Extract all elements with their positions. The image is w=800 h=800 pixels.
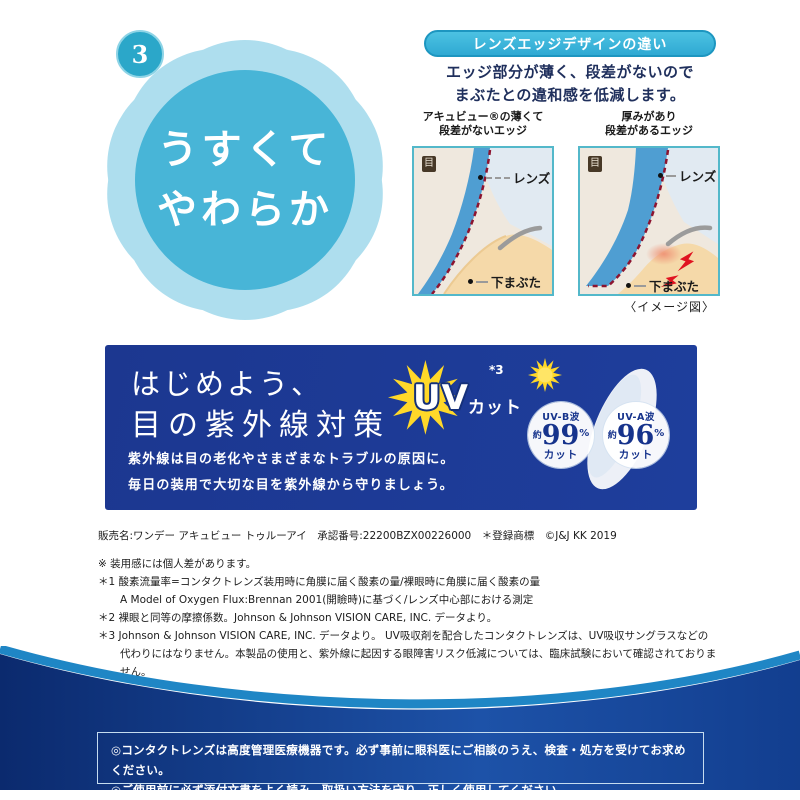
eye-kanji-icon: 目 xyxy=(422,156,436,172)
uva-percent-value: 96 xyxy=(616,419,655,451)
thick-edge-diagram: 目 レンズ 下まぶた xyxy=(578,146,720,296)
uv-headline-line1: はじめよう、 xyxy=(131,367,324,401)
feature-number-badge: 3 xyxy=(116,30,164,78)
uv-protection-banner: はじめよう、 目の紫外線対策 紫外線は目の老化やさまざまなトラブルの原因に。 毎… xyxy=(105,345,697,510)
thin-edge-illustration xyxy=(414,148,552,294)
product-approval-line: 販売名:ワンデー アキュビュー トゥルーアイ 承認番号:22200BZX0022… xyxy=(98,530,617,542)
medical-warning-box: ◎コンタクトレンズは高度管理医療機器です。必ず事前に眼科医にご相談のうえ、検査・… xyxy=(97,732,704,797)
eyelid-pointer: 下まぶた xyxy=(468,272,541,291)
uvb-approx: 約 xyxy=(532,430,542,441)
sun-icon xyxy=(528,358,562,392)
lens-pointer: レンズ xyxy=(478,168,550,187)
warning-line2: ◎ご使用前に必ず添付文書をよく読み、取扱い方法を守り、正しく使用してください。 xyxy=(111,783,569,797)
eyelid-label: 下まぶた xyxy=(491,275,542,290)
flower-shape-graphic xyxy=(107,40,383,320)
pointer-line xyxy=(666,174,676,177)
image-note-caption: 〈イメージ図〉 xyxy=(624,300,715,314)
edge-description-line1: エッジ部分が薄く、段差がないので xyxy=(445,63,694,81)
edge-description: エッジ部分が薄く、段差がないので まぶたとの違和感を低減します。 xyxy=(420,61,720,107)
pointer-dot xyxy=(658,173,663,178)
uvb-percent-sign: % xyxy=(579,428,590,439)
thick-edge-label-line1: 厚みがあり xyxy=(621,110,677,123)
legal-note-1b: A Model of Oxygen Flux:Brennan 2001(開瞼時)… xyxy=(120,594,534,606)
uv-body-line1: 紫外線は目の老化やさまざまなトラブルの原因に。 xyxy=(128,452,455,467)
uva-cut-badge: UV-A波 約 96 % カット xyxy=(603,402,669,468)
pointer-dot xyxy=(478,175,483,180)
legal-note-2: ＊2 裸眼と同等の摩擦係数。Johnson & Johnson VISION C… xyxy=(98,612,498,624)
warning-line1: ◎コンタクトレンズは高度管理医療機器です。必ず事前に眼科医にご相談のうえ、検査・… xyxy=(111,743,686,777)
legal-notes: 販売名:ワンデー アキュビュー トゥルーアイ 承認番号:22200BZX0022… xyxy=(98,527,718,681)
edge-description-line2: まぶたとの違和感を低減します。 xyxy=(454,86,686,104)
uva-wave-label: UV-A波 xyxy=(617,412,655,423)
feature-title-line2: やわらか xyxy=(157,186,333,233)
lens-label: レンズ xyxy=(513,171,551,186)
pointer-line xyxy=(476,280,488,283)
edge-section-header: レンズエッジデザインの違い xyxy=(424,30,716,57)
footer-wave-background xyxy=(0,646,800,790)
eyelid-pointer: 下まぶた xyxy=(626,276,700,294)
uvb-wave-label: UV-B波 xyxy=(542,412,580,423)
legal-note-1: ＊1 酸素流量率=コンタクトレンズ装用時に角膜に届く酸素の量/裸眼時に角膜に届く… xyxy=(98,576,541,588)
eye-kanji-icon: 目 xyxy=(588,156,602,172)
pointer-dot xyxy=(626,283,631,288)
uv-cut-logo-suffix: カット xyxy=(468,398,522,418)
uvb-cut-badge: UV-B波 約 99 % カット xyxy=(528,402,594,468)
acuvue-edge-label-line1: アキュビュー®の薄くて xyxy=(422,110,544,123)
thin-edge-diagram: 目 レンズ 下まぶた xyxy=(412,146,554,296)
pointer-line xyxy=(634,284,646,287)
thick-edge-illustration xyxy=(580,148,718,294)
acuvue-edge-label: アキュビュー®の薄くて 段差がないエッジ xyxy=(402,110,564,138)
feature-title: うすくて やわらか xyxy=(105,40,385,320)
uvb-cut-label: カット xyxy=(543,449,579,461)
legal-note-3: ＊3 Johnson & Johnson VISION CARE, INC. デ… xyxy=(98,630,709,642)
eyelid-label: 下まぶた xyxy=(649,279,700,294)
uv-body-line2: 毎日の装用で大切な目を紫外線から守りましょう。 xyxy=(128,478,454,493)
irritation-bolt-icon xyxy=(660,251,695,288)
lens-pointer: レンズ xyxy=(658,166,716,185)
uva-approx: 約 xyxy=(607,430,617,441)
pointer-dot xyxy=(468,279,473,284)
thick-edge-label-line2: 段差があるエッジ xyxy=(605,124,693,137)
uv-headline-line2: 目の紫外線対策 xyxy=(131,408,390,443)
uva-cut-label: カット xyxy=(618,449,654,461)
uva-percent-sign: % xyxy=(654,428,665,439)
pointer-line xyxy=(486,176,510,179)
lens-label: レンズ xyxy=(679,169,717,184)
legal-note-0: ※ 装用感には個人差があります。 xyxy=(98,558,257,570)
uv-cut-burst-icon xyxy=(388,360,463,435)
uvb-percent-value: 99 xyxy=(541,419,580,451)
acuvue-edge-label-line2: 段差がないエッジ xyxy=(439,124,527,137)
uv-footnote-marker: *3 xyxy=(489,363,504,377)
feature-flower: うすくて やわらか xyxy=(105,40,385,320)
thick-edge-label: 厚みがあり 段差があるエッジ xyxy=(568,110,730,138)
uv-cut-logo-text: UV xyxy=(413,378,469,418)
feature-title-line1: うすくて xyxy=(157,126,333,173)
